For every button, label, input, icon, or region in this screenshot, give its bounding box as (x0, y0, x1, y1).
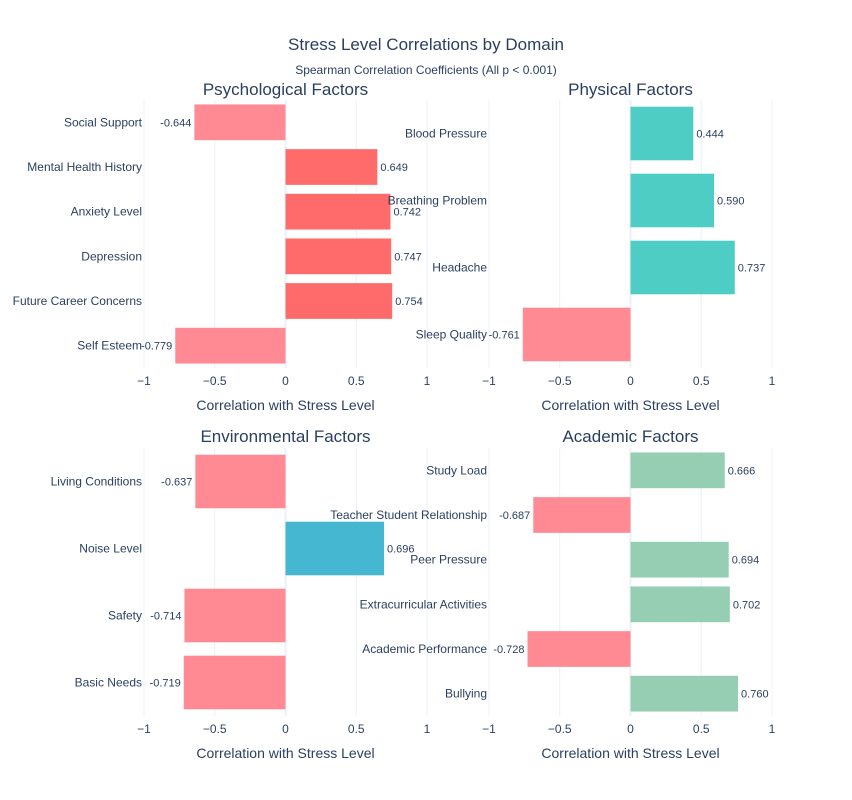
value-label: 0.742 (393, 207, 421, 219)
bar-breathing-problem[interactable] (630, 173, 714, 228)
x-tick-label: 0 (627, 722, 634, 736)
chart-title: Stress Level Correlations by Domain (288, 35, 564, 54)
x-tick-label: 0 (627, 374, 634, 388)
bar-safety[interactable] (184, 588, 286, 643)
category-label: Breathing Problem (388, 194, 487, 208)
category-label: Basic Needs (75, 676, 142, 690)
category-label: Depression (81, 249, 142, 263)
bar-study-load[interactable] (630, 452, 725, 489)
bar-social-support[interactable] (194, 104, 286, 141)
x-tick-label: 1 (424, 722, 431, 736)
category-label: Extracurricular Activities (360, 597, 487, 611)
value-label: -0.728 (493, 644, 524, 656)
category-label: Teacher Student Relationship (330, 508, 487, 522)
bar-living-conditions[interactable] (195, 454, 286, 509)
x-tick-label: 0 (282, 374, 289, 388)
bar-basic-needs[interactable] (183, 655, 286, 710)
bar-future-career-concerns[interactable] (285, 283, 393, 319)
category-label: Academic Performance (362, 642, 487, 656)
panel-title: Environmental Factors (200, 427, 370, 446)
x-tick-label: −1 (482, 374, 496, 388)
value-label: 0.737 (738, 263, 766, 275)
x-tick-label: −0.5 (203, 374, 227, 388)
panel-physical-factors: Physical Factors −1 −0.5 0 0.5 1 Correlation w… (388, 80, 776, 413)
value-label: -0.637 (161, 477, 192, 489)
bar-teacher-student-relationship[interactable] (533, 497, 631, 533)
category-label: Bullying (445, 687, 487, 701)
x-tick-label: −0.5 (548, 722, 572, 736)
category-label: Social Support (64, 115, 143, 129)
x-axis-title: Correlation with Stress Level (541, 397, 719, 413)
category-label: Study Load (426, 463, 487, 477)
category-label: Safety (108, 609, 142, 623)
bar-depression[interactable] (285, 238, 392, 275)
bar-anxiety-level[interactable] (285, 193, 391, 230)
value-label: 0.747 (394, 251, 422, 263)
bar-noise-level[interactable] (285, 521, 384, 576)
category-label: Noise Level (79, 542, 142, 556)
panel-psychological-factors: Psychological Factors −1 −0.5 0 0.5 1 Correlat… (13, 80, 431, 413)
panel-title: Physical Factors (568, 80, 693, 99)
value-label: -0.644 (160, 117, 191, 129)
x-tick-label: 1 (769, 374, 776, 388)
x-axis-title: Correlation with Stress Level (541, 745, 719, 761)
category-label: Peer Pressure (410, 553, 487, 567)
value-label: -0.761 (489, 330, 520, 342)
bar-extracurricular-activities[interactable] (630, 586, 730, 623)
panel-title: Psychological Factors (203, 80, 368, 99)
bar-peer-pressure[interactable] (630, 541, 729, 578)
category-label: Self Esteem (77, 339, 142, 353)
category-label: Future Career Concerns (13, 294, 142, 308)
x-tick-label: −1 (482, 722, 496, 736)
x-tick-label: 0.5 (348, 374, 365, 388)
category-label: Anxiety Level (71, 205, 142, 219)
x-tick-label: −1 (137, 722, 151, 736)
panel-title: Academic Factors (562, 427, 698, 446)
x-tick-label: −1 (137, 374, 151, 388)
x-tick-label: −0.5 (548, 374, 572, 388)
chart-subtitle: Spearman Correlation Coefficients (All p… (295, 63, 557, 77)
value-label: 0.754 (395, 296, 423, 308)
bar-mental-health-history[interactable] (285, 149, 378, 185)
category-label: Sleep Quality (416, 328, 487, 342)
bar-bullying[interactable] (630, 675, 739, 712)
bar-self-esteem[interactable] (175, 327, 286, 364)
x-axis-title: Correlation with Stress Level (196, 397, 374, 413)
x-tick-label: −0.5 (203, 722, 227, 736)
bar-blood-pressure[interactable] (630, 106, 694, 161)
panel-academic-factors: Academic Factors −1 −0.5 0 0.5 1 Correlation w… (330, 427, 775, 761)
value-label: 0.760 (741, 689, 769, 701)
bar-academic-performance[interactable] (527, 631, 631, 667)
value-label: -0.687 (499, 510, 530, 522)
value-label: 0.694 (732, 555, 760, 567)
x-tick-label: 0.5 (348, 722, 365, 736)
category-label: Mental Health History (27, 160, 142, 174)
value-label: 0.696 (387, 544, 415, 556)
x-tick-label: 0 (282, 722, 289, 736)
value-label: 0.666 (728, 465, 756, 477)
value-label: 0.702 (733, 599, 761, 611)
value-label: 0.590 (717, 196, 745, 208)
x-tick-label: 0.5 (693, 722, 710, 736)
x-axis-title: Correlation with Stress Level (196, 745, 374, 761)
x-tick-label: 1 (424, 374, 431, 388)
x-tick-label: 0.5 (693, 374, 710, 388)
value-label: -0.779 (141, 341, 172, 353)
value-label: -0.719 (150, 678, 181, 690)
value-label: 0.649 (380, 162, 408, 174)
bar-sleep-quality[interactable] (522, 307, 631, 362)
category-label: Blood Pressure (405, 127, 487, 141)
category-label: Headache (432, 261, 487, 275)
bar-headache[interactable] (630, 240, 735, 295)
panel-environmental-factors: Environmental Factors −1 −0.5 0 0.5 1 Correlat… (51, 427, 431, 761)
category-label: Living Conditions (51, 475, 142, 489)
value-label: -0.714 (150, 611, 181, 623)
x-tick-label: 1 (769, 722, 776, 736)
value-label: 0.444 (696, 129, 724, 141)
